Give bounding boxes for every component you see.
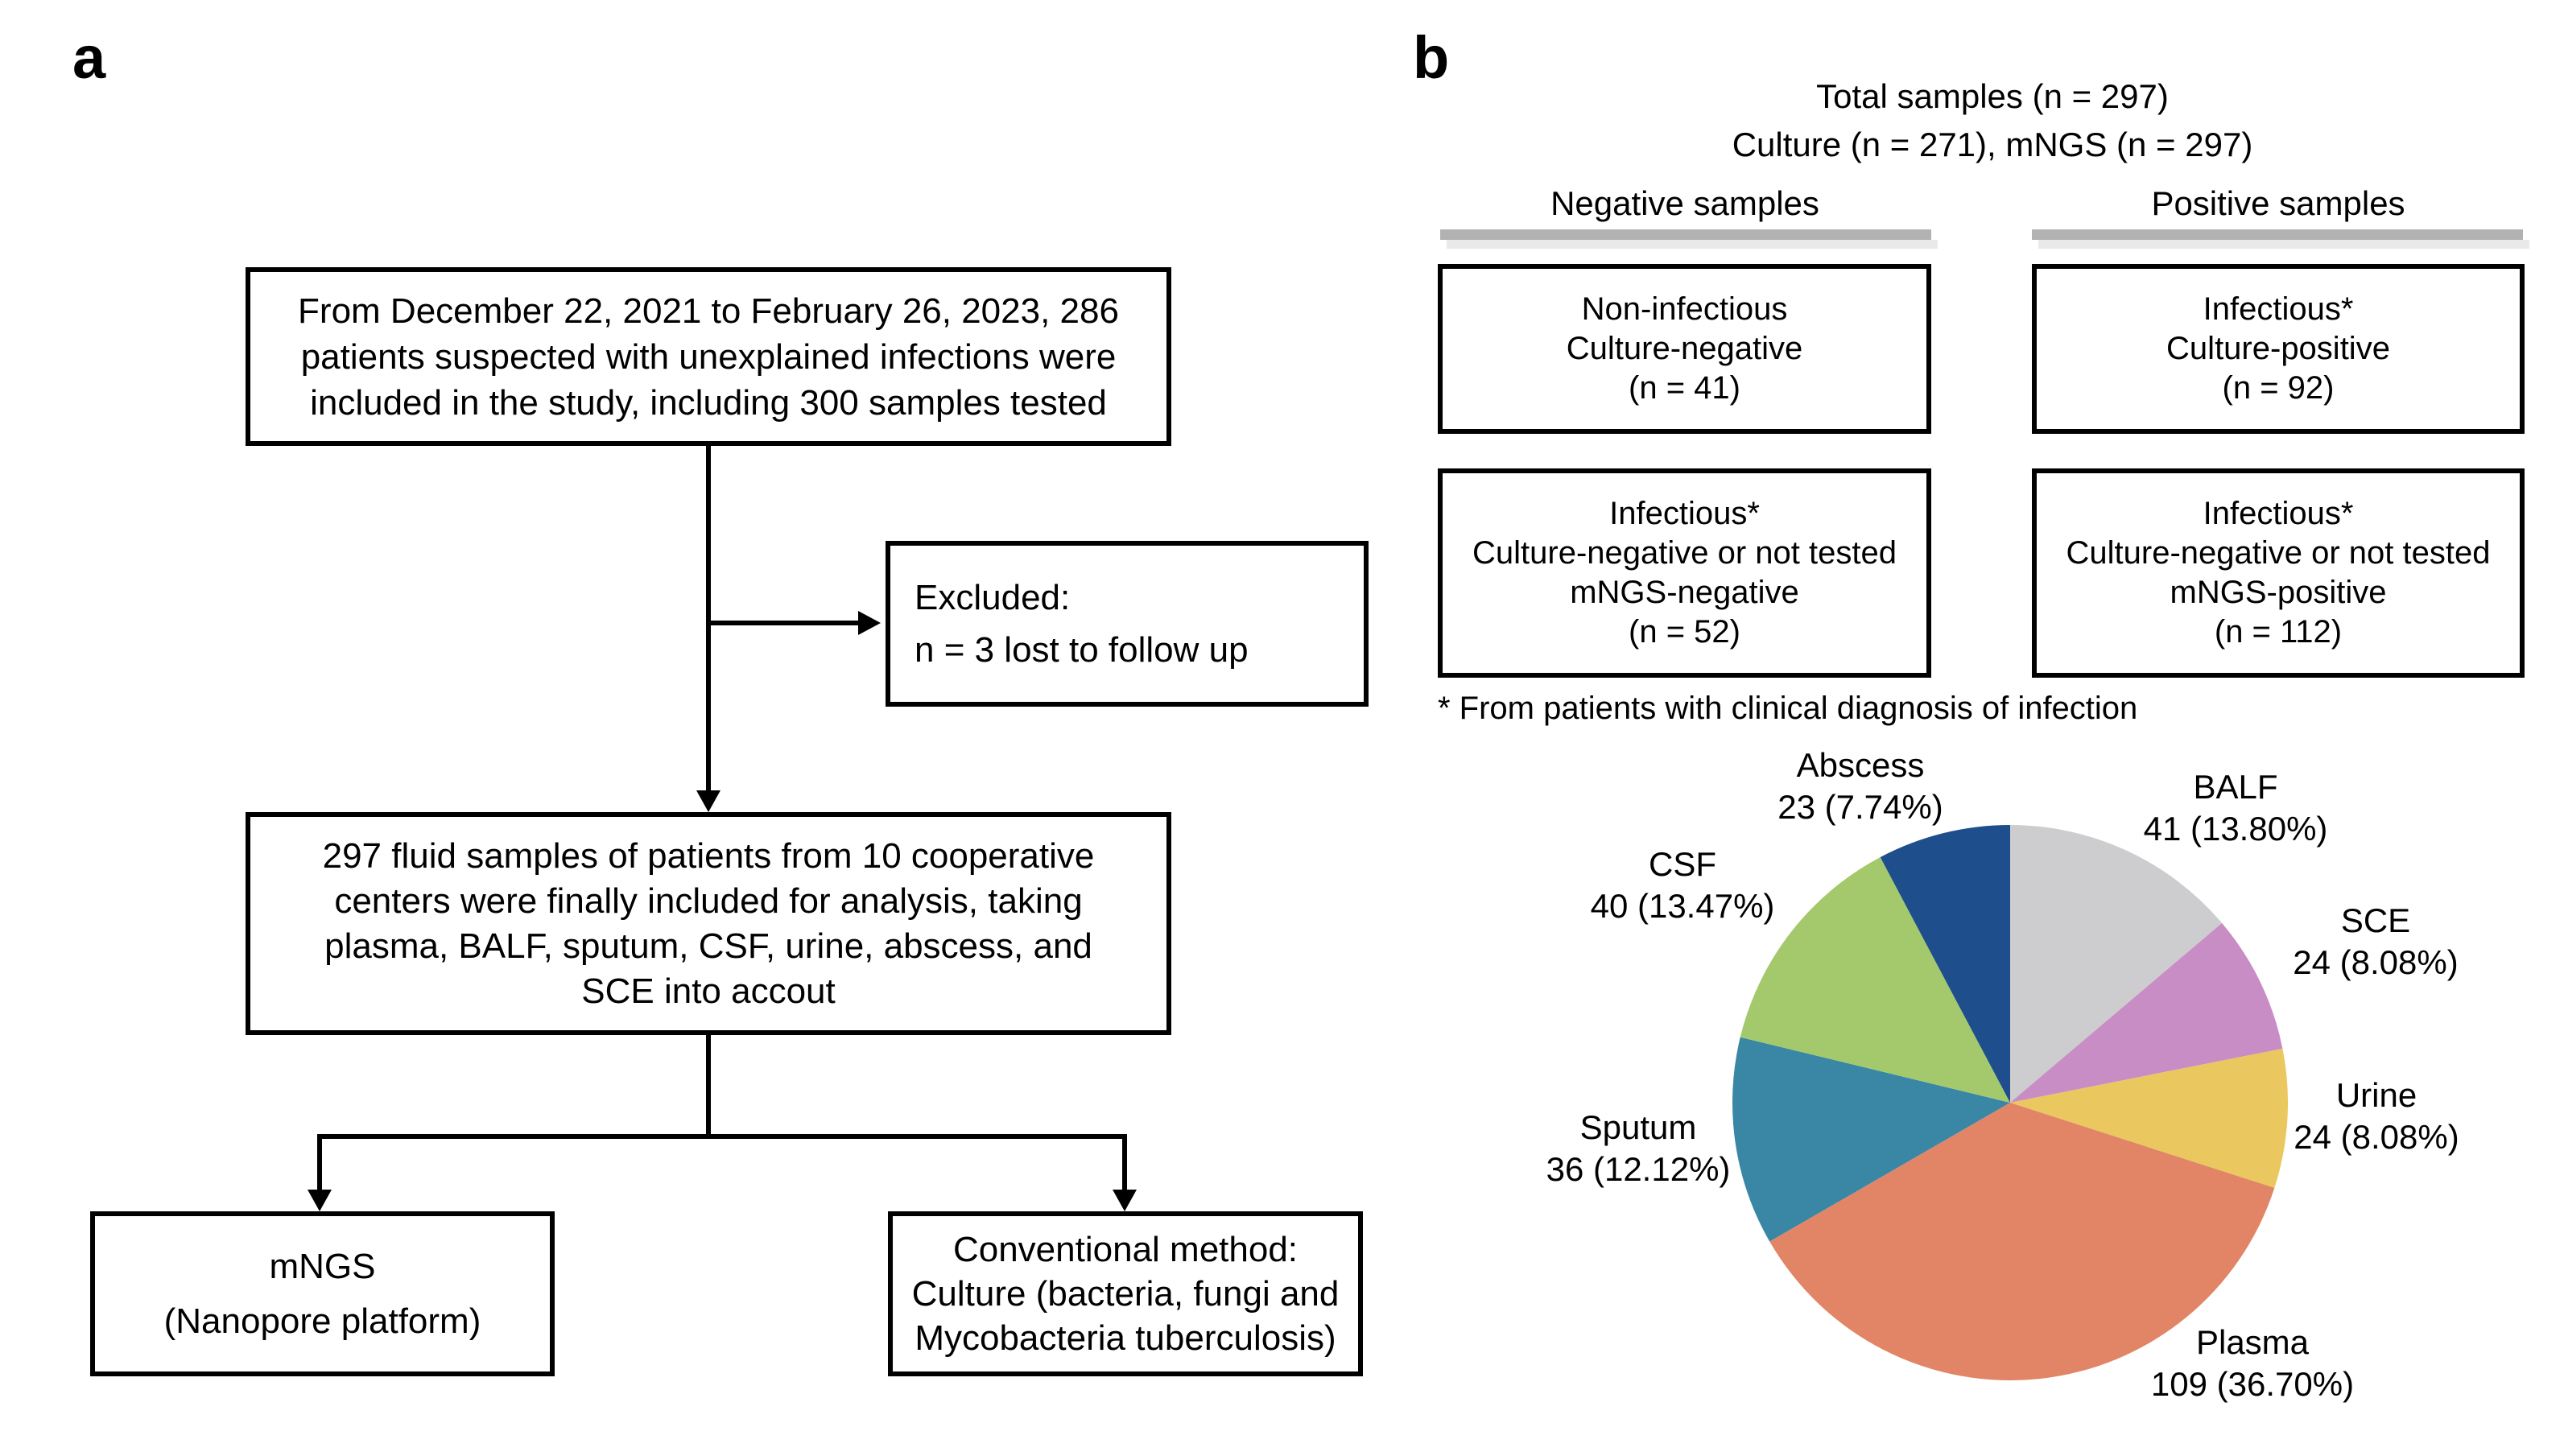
pos-box1-line-2: Culture-positive bbox=[2166, 331, 2390, 366]
neg-box2-line-4: (n = 52) bbox=[1629, 614, 1740, 650]
infectious-mngs-negative-box: Infectious* Culture-negative or not test… bbox=[1438, 468, 1931, 678]
neg-box2-line-1: Infectious* bbox=[1609, 496, 1760, 531]
included-line-1: 297 fluid samples of patients from 10 co… bbox=[322, 835, 1095, 876]
excluded-box: Excluded: n = 3 lost to follow up bbox=[886, 541, 1369, 707]
culture-mngs-header: Culture (n = 271), mNGS (n = 297) bbox=[1732, 126, 2253, 163]
mngs-line-2: (Nanopore platform) bbox=[163, 1301, 481, 1341]
pie-label-balf-name: BALF bbox=[2193, 768, 2278, 806]
conventional-line-2: Culture (bacteria, fungi and bbox=[911, 1274, 1340, 1314]
total-samples-header: Total samples (n = 297) bbox=[1816, 77, 2169, 115]
panel-a-label: a bbox=[72, 24, 106, 91]
pos-box2-line-3: mNGS-positive bbox=[2170, 575, 2387, 610]
clinical-diagnosis-footnote: * From patients with clinical diagnosis … bbox=[1438, 691, 2138, 726]
arrowhead-down-mngs bbox=[308, 1190, 332, 1211]
pie-label-plasma-name: Plasma bbox=[2195, 1323, 2310, 1361]
neg-box1-line-1: Non-infectious bbox=[1581, 291, 1788, 327]
pos-box1-line-1: Infectious* bbox=[2203, 291, 2354, 327]
connector-samples-stem bbox=[706, 1035, 711, 1139]
pie-slice-balf bbox=[2010, 825, 2223, 1103]
pie-label-plasma: Plasma 109 (36.70%) bbox=[2051, 1322, 2454, 1405]
pos-box2-line-1: Infectious* bbox=[2203, 496, 2354, 531]
pie-label-balf-value: 41 (13.80%) bbox=[2143, 810, 2328, 848]
pie-label-abscess: Abscess 23 (7.74%) bbox=[1659, 744, 2062, 828]
connector-left-drop bbox=[317, 1134, 322, 1192]
infectious-mngs-positive-box: Infectious* Culture-negative or not test… bbox=[2032, 468, 2525, 678]
mngs-line-1: mNGS bbox=[269, 1246, 376, 1286]
pie-label-sputum-value: 36 (12.12%) bbox=[1546, 1150, 1731, 1188]
positive-samples-header: Positive samples bbox=[2151, 184, 2405, 222]
pie-label-urine-name: Urine bbox=[2335, 1076, 2417, 1114]
positive-divider-bar-shadow bbox=[2038, 240, 2529, 249]
pie-slice-sputum bbox=[1732, 1037, 2010, 1242]
neg-box2-line-2: Culture-negative or not tested bbox=[1472, 535, 1897, 571]
pie-label-sce: SCE 24 (8.08%) bbox=[2190, 900, 2561, 984]
pie-label-plasma-value: 109 (36.70%) bbox=[2150, 1365, 2355, 1403]
conventional-method-box: Conventional method: Culture (bacteria, … bbox=[888, 1211, 1363, 1376]
excluded-line-2: n = 3 lost to follow up bbox=[915, 630, 1249, 670]
excluded-line-1: Excluded: bbox=[915, 578, 1071, 617]
connector-branch-excluded bbox=[708, 621, 858, 625]
pie-label-csf-value: 40 (13.47%) bbox=[1590, 887, 1775, 925]
pos-box1-line-3: (n = 92) bbox=[2222, 370, 2335, 406]
neg-box2-line-3: mNGS-negative bbox=[1570, 575, 1799, 610]
pie-slice-plasma bbox=[1769, 1103, 2275, 1381]
arrowhead-down-conventional bbox=[1113, 1190, 1137, 1211]
panel-b-label: b bbox=[1413, 24, 1450, 91]
pie-label-csf: CSF 40 (13.47%) bbox=[1481, 843, 1884, 927]
negative-divider-bar-shadow bbox=[1447, 240, 1938, 249]
included-line-4: SCE into accout bbox=[581, 971, 836, 1011]
pos-box2-line-2: Culture-negative or not tested bbox=[2066, 535, 2491, 571]
enrollment-line-3: included in the study, including 300 sam… bbox=[310, 382, 1107, 423]
included-line-2: centers were finally included for analys… bbox=[334, 881, 1083, 921]
pie-label-sce-value: 24 (8.08%) bbox=[2293, 943, 2459, 981]
enrollment-line-2: patients suspected with unexplained infe… bbox=[300, 336, 1117, 377]
pie-label-abscess-name: Abscess bbox=[1796, 746, 1925, 784]
pie-label-csf-name: CSF bbox=[1649, 845, 1716, 883]
pie-slice-sce bbox=[2010, 922, 2283, 1103]
connector-split-horizontal bbox=[317, 1134, 1127, 1139]
pie-slice-urine bbox=[2010, 1048, 2289, 1188]
included-samples-box: 297 fluid samples of patients from 10 co… bbox=[246, 812, 1171, 1035]
pie-label-abscess-value: 23 (7.74%) bbox=[1777, 788, 1943, 826]
infectious-culture-positive-box: Infectious* Culture-positive (n = 92) bbox=[2032, 264, 2525, 434]
arrowhead-right-excluded bbox=[858, 611, 881, 635]
pie-slice-abscess bbox=[1880, 825, 2010, 1103]
pie-label-sputum: Sputum 36 (12.12%) bbox=[1437, 1107, 1839, 1190]
pie-label-balf: BALF 41 (13.80%) bbox=[2034, 766, 2437, 850]
pie-label-sce-name: SCE bbox=[2340, 901, 2411, 939]
enrollment-box: From December 22, 2021 to February 26, 2… bbox=[246, 267, 1171, 446]
pie-label-sputum-name: Sputum bbox=[1579, 1108, 1697, 1146]
mngs-box: mNGS (Nanopore platform) bbox=[90, 1211, 555, 1376]
pie-label-urine: Urine 24 (8.08%) bbox=[2191, 1074, 2562, 1158]
pie-label-urine-value: 24 (8.08%) bbox=[2294, 1118, 2459, 1156]
negative-samples-header: Negative samples bbox=[1550, 184, 1819, 222]
sample-type-pie-chart bbox=[1732, 825, 2289, 1381]
pie-chart-svg bbox=[1732, 825, 2289, 1381]
positive-divider-bar bbox=[2032, 229, 2523, 240]
pos-box2-line-4: (n = 112) bbox=[2214, 614, 2343, 650]
neg-box1-line-2: Culture-negative bbox=[1566, 331, 1803, 366]
neg-box1-line-3: (n = 41) bbox=[1629, 370, 1740, 406]
conventional-line-3: Mycobacteria tuberculosis) bbox=[915, 1318, 1336, 1358]
arrowhead-down-samples bbox=[696, 790, 720, 812]
pie-slice-csf bbox=[1740, 857, 2010, 1103]
conventional-line-1: Conventional method: bbox=[952, 1230, 1299, 1269]
negative-divider-bar bbox=[1440, 229, 1931, 240]
non-infectious-culture-negative-box: Non-infectious Culture-negative (n = 41) bbox=[1438, 264, 1931, 434]
enrollment-line-1: From December 22, 2021 to February 26, 2… bbox=[298, 291, 1119, 331]
included-line-3: plasma, BALF, sputum, CSF, urine, absces… bbox=[324, 926, 1092, 966]
connector-right-drop bbox=[1122, 1134, 1127, 1192]
